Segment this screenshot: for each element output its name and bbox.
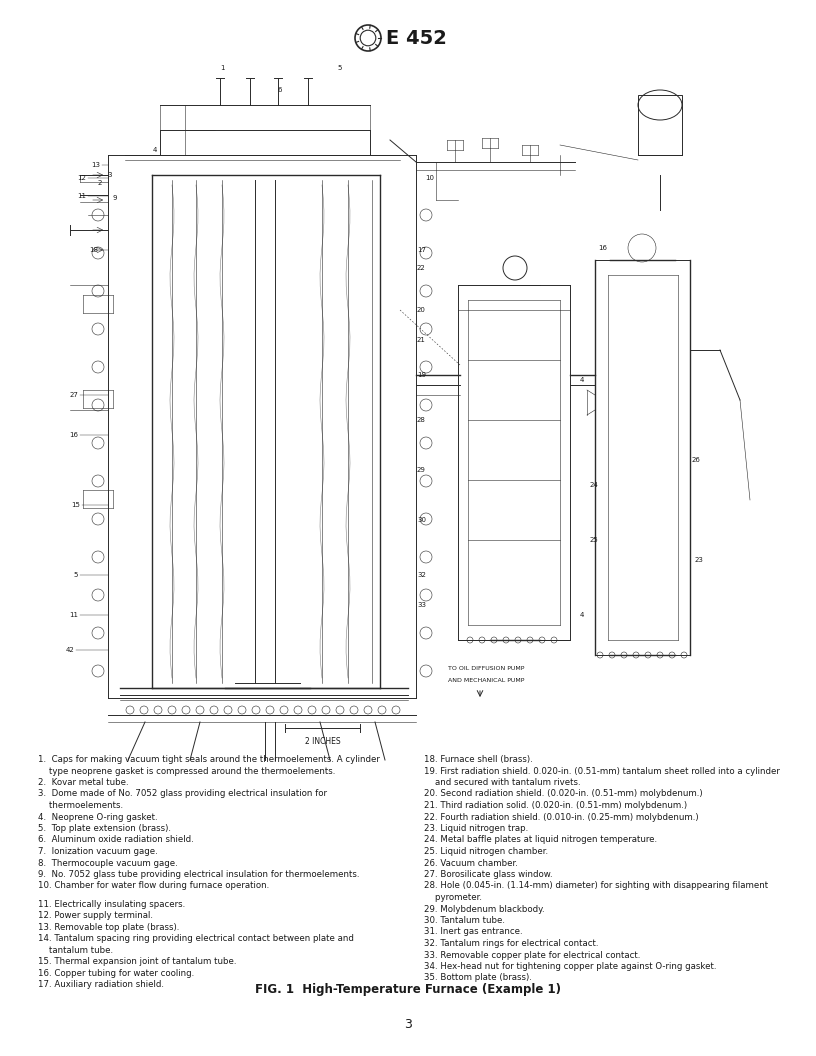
Text: 17: 17: [417, 247, 426, 253]
Text: 21. Third radiation solid. (0.020-in. (0.51-mm) molybdenum.): 21. Third radiation solid. (0.020-in. (0…: [424, 802, 687, 810]
Text: 23: 23: [695, 557, 704, 563]
Text: 16: 16: [598, 245, 607, 251]
Text: 20: 20: [417, 307, 426, 313]
Text: 24. Metal baffle plates at liquid nitrogen temperature.: 24. Metal baffle plates at liquid nitrog…: [424, 835, 657, 845]
Text: 4: 4: [580, 377, 584, 383]
Text: 11: 11: [77, 193, 86, 199]
Text: 18. Furnace shell (brass).: 18. Furnace shell (brass).: [424, 755, 533, 763]
Text: 13: 13: [91, 162, 100, 168]
Text: 42: 42: [65, 647, 74, 653]
Text: 30: 30: [417, 517, 426, 523]
Text: 2 INCHES: 2 INCHES: [304, 736, 340, 746]
Text: 26: 26: [692, 457, 701, 463]
Text: 3: 3: [404, 1018, 412, 1032]
Text: 8.  Thermocouple vacuum gage.: 8. Thermocouple vacuum gage.: [38, 859, 178, 867]
Text: 27. Borosilicate glass window.: 27. Borosilicate glass window.: [424, 870, 552, 879]
Text: type neoprene gasket is compressed around the thermoelements.: type neoprene gasket is compressed aroun…: [38, 767, 335, 775]
Text: 33. Removable copper plate for electrical contact.: 33. Removable copper plate for electrica…: [424, 950, 641, 960]
Text: 4.  Neoprene O-ring gasket.: 4. Neoprene O-ring gasket.: [38, 812, 157, 822]
Text: 34. Hex-head nut for tightening copper plate against O-ring gasket.: 34. Hex-head nut for tightening copper p…: [424, 962, 716, 972]
Text: 19: 19: [417, 372, 426, 378]
Text: E 452: E 452: [386, 29, 447, 48]
Text: 26. Vacuum chamber.: 26. Vacuum chamber.: [424, 859, 518, 867]
Text: 10. Chamber for water flow during furnace operation.: 10. Chamber for water flow during furnac…: [38, 882, 269, 890]
Text: tantalum tube.: tantalum tube.: [38, 946, 113, 955]
Text: 11: 11: [69, 612, 78, 618]
Text: 12: 12: [78, 175, 86, 181]
Text: 6.  Aluminum oxide radiation shield.: 6. Aluminum oxide radiation shield.: [38, 835, 193, 845]
Text: 1: 1: [220, 65, 224, 71]
Text: 32: 32: [417, 572, 426, 578]
Text: 31. Inert gas entrance.: 31. Inert gas entrance.: [424, 927, 522, 937]
Text: 11. Electrically insulating spacers.: 11. Electrically insulating spacers.: [38, 900, 185, 909]
Bar: [638, 95, 682, 155]
Text: and secured with tantalum rivets.: and secured with tantalum rivets.: [424, 778, 581, 787]
Text: 25. Liquid nitrogen chamber.: 25. Liquid nitrogen chamber.: [424, 847, 548, 856]
Text: 3.  Dome made of No. 7052 glass providing electrical insulation for: 3. Dome made of No. 7052 glass providing…: [38, 790, 327, 798]
Text: 35. Bottom plate (brass).: 35. Bottom plate (brass).: [424, 974, 532, 982]
Text: 10: 10: [425, 175, 434, 181]
Text: TO OIL DIFFUSION PUMP: TO OIL DIFFUSION PUMP: [448, 665, 525, 671]
Text: 17. Auxiliary radiation shield.: 17. Auxiliary radiation shield.: [38, 980, 164, 989]
Text: 23. Liquid nitrogen trap.: 23. Liquid nitrogen trap.: [424, 824, 528, 833]
Text: 9.  No. 7052 glass tube providing electrical insulation for thermoelements.: 9. No. 7052 glass tube providing electri…: [38, 870, 360, 879]
Text: 29: 29: [417, 467, 426, 473]
Text: 7.  Ionization vacuum gage.: 7. Ionization vacuum gage.: [38, 847, 157, 856]
Text: 1.  Caps for making vacuum tight seals around the thermoelements. A cylinder: 1. Caps for making vacuum tight seals ar…: [38, 755, 380, 763]
Text: 5.  Top plate extension (brass).: 5. Top plate extension (brass).: [38, 824, 171, 833]
Text: 32. Tantalum rings for electrical contact.: 32. Tantalum rings for electrical contac…: [424, 939, 598, 948]
Text: 21: 21: [417, 337, 426, 343]
Text: 25: 25: [590, 538, 599, 543]
Text: thermoelements.: thermoelements.: [38, 802, 123, 810]
Text: 4: 4: [580, 612, 584, 618]
Text: 18: 18: [89, 247, 98, 253]
Text: 2: 2: [98, 180, 102, 186]
Text: 27: 27: [69, 392, 78, 398]
Text: 22. Fourth radiation shield. (0.010-in. (0.25-mm) molybdenum.): 22. Fourth radiation shield. (0.010-in. …: [424, 812, 698, 822]
Text: 9: 9: [113, 195, 118, 201]
Text: 3: 3: [108, 172, 113, 178]
Text: 28: 28: [417, 417, 426, 423]
Text: 13. Removable top plate (brass).: 13. Removable top plate (brass).: [38, 923, 180, 931]
Text: AND MECHANICAL PUMP: AND MECHANICAL PUMP: [448, 678, 525, 682]
Text: 15. Thermal expansion joint of tantalum tube.: 15. Thermal expansion joint of tantalum …: [38, 958, 237, 966]
Text: 22: 22: [417, 265, 426, 271]
Text: FIG. 1  High-Temperature Furnace (Example 1): FIG. 1 High-Temperature Furnace (Example…: [255, 983, 561, 997]
Text: pyrometer.: pyrometer.: [424, 893, 482, 902]
Text: 33: 33: [417, 602, 426, 608]
Text: 16: 16: [69, 432, 78, 438]
Text: 14. Tantalum spacing ring providing electrical contact between plate and: 14. Tantalum spacing ring providing elec…: [38, 935, 354, 943]
Text: 30. Tantalum tube.: 30. Tantalum tube.: [424, 916, 505, 925]
Text: 4: 4: [153, 147, 157, 153]
Text: 16. Copper tubing for water cooling.: 16. Copper tubing for water cooling.: [38, 969, 194, 978]
Text: 12. Power supply terminal.: 12. Power supply terminal.: [38, 911, 153, 921]
Text: 29. Molybdenum blackbody.: 29. Molybdenum blackbody.: [424, 905, 544, 913]
Text: 2.  Kovar metal tube.: 2. Kovar metal tube.: [38, 778, 129, 787]
Text: 24: 24: [590, 482, 599, 488]
Text: 5: 5: [73, 572, 78, 578]
Text: 15: 15: [71, 502, 80, 508]
Text: 5: 5: [338, 65, 342, 71]
Text: 20. Second radiation shield. (0.020-in. (0.51-mm) molybdenum.): 20. Second radiation shield. (0.020-in. …: [424, 790, 703, 798]
Text: 19. First radiation shield. 0.020-in. (0.51-mm) tantalum sheet rolled into a cyl: 19. First radiation shield. 0.020-in. (0…: [424, 767, 780, 775]
Text: 6: 6: [277, 87, 282, 93]
Text: 28. Hole (0.045-in. (1.14-mm) diameter) for sighting with disappearing filament: 28. Hole (0.045-in. (1.14-mm) diameter) …: [424, 882, 768, 890]
